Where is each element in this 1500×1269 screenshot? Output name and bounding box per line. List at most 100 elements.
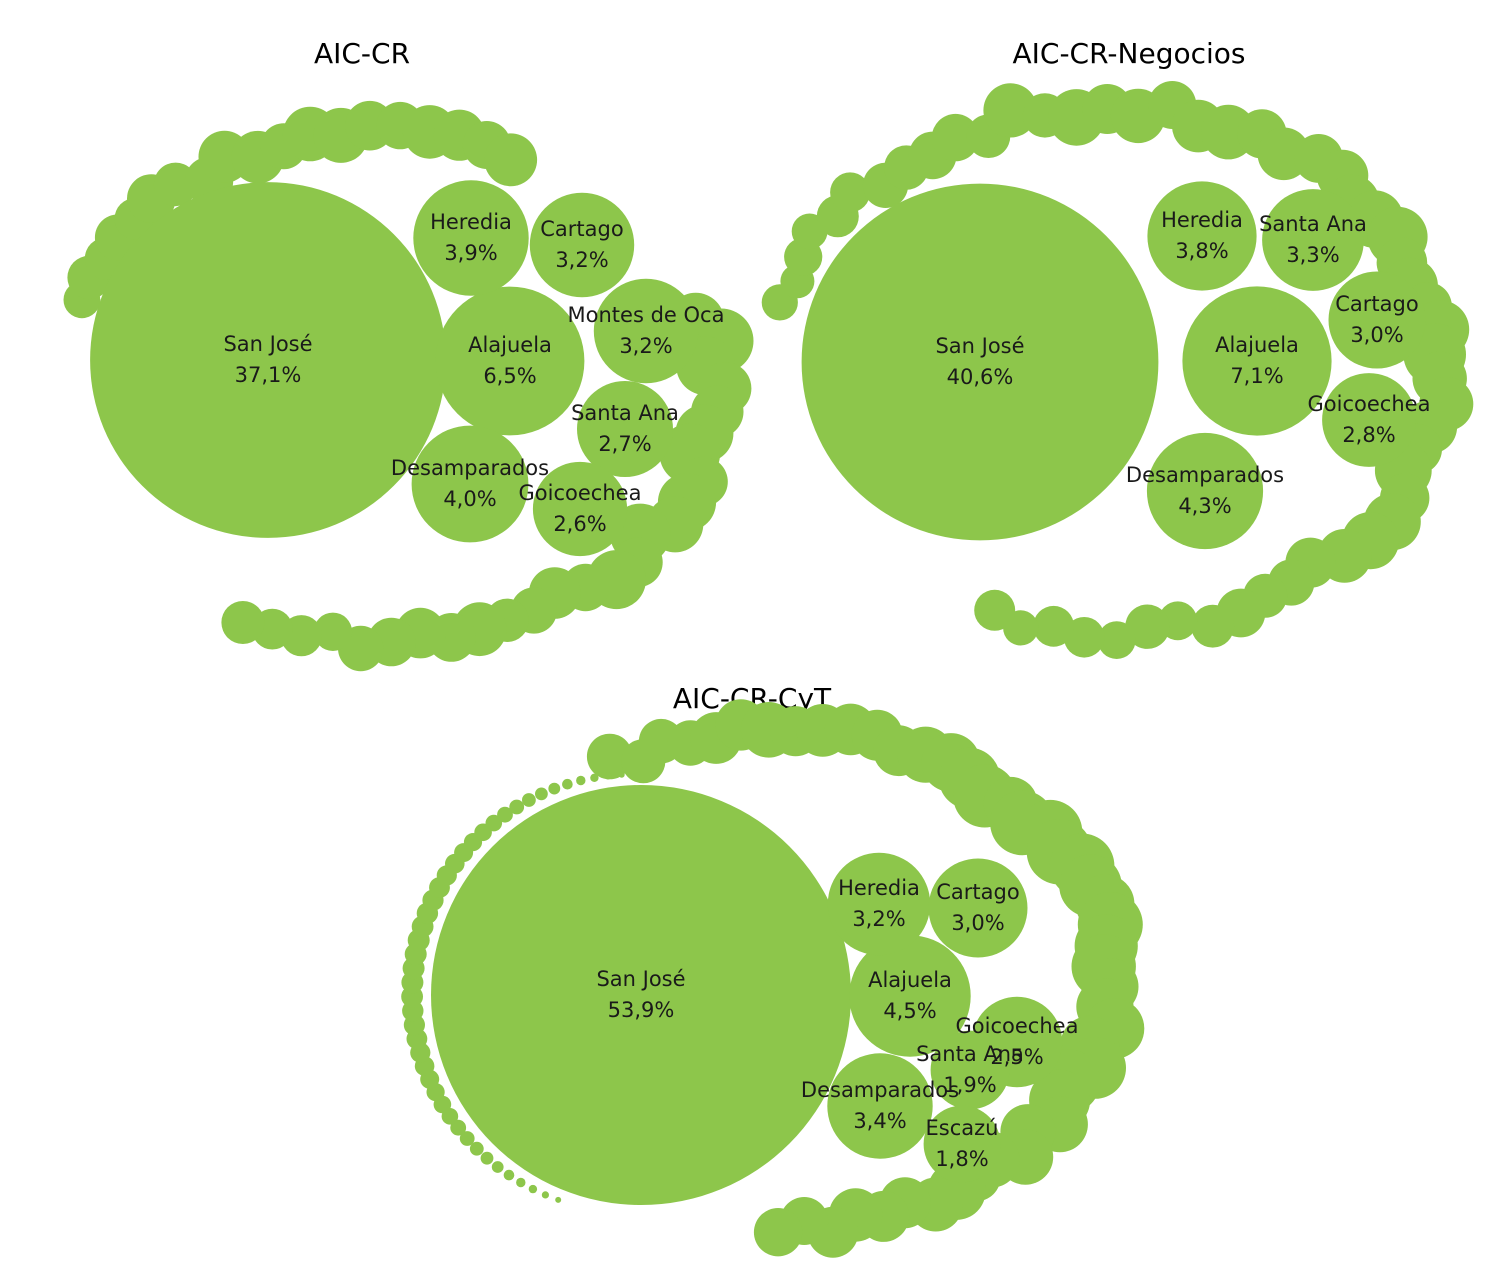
chart-2-minor-bubble bbox=[541, 1191, 550, 1199]
chart-1-cartago-name-label: Cartago bbox=[1335, 292, 1418, 316]
chart-2-alajuela-bubble bbox=[849, 935, 971, 1057]
chart-1-santa-ana-bubble bbox=[1262, 189, 1364, 291]
chart-2-minor-bubble bbox=[480, 1151, 494, 1165]
chart-2-heredia-bubble bbox=[827, 852, 931, 956]
chart-0-santa-ana-value-label: 2,7% bbox=[598, 432, 651, 456]
chart-1-cartago-value-label: 3,0% bbox=[1350, 323, 1403, 347]
chart-2-cartago-name-label: Cartago bbox=[936, 880, 1019, 904]
chart-2-minor-bubble bbox=[535, 787, 548, 801]
chart-0-desamparados-name-label: Desamparados bbox=[391, 456, 549, 480]
chart-2-cartago-bubble bbox=[928, 858, 1028, 958]
chart-2-minor-bubble bbox=[753, 1208, 803, 1257]
chart-0-heredia-name-label: Heredia bbox=[430, 210, 512, 234]
chart-2-minor-bubble bbox=[491, 1161, 504, 1173]
chart-0-alajuela-bubble bbox=[435, 286, 585, 436]
chart-0-san-jose-bubble bbox=[90, 182, 446, 538]
chart-1-desamparados-bubble bbox=[1146, 432, 1264, 550]
chart-2-santa-ana-name-label: Santa Ana bbox=[916, 1042, 1024, 1066]
chart-0-minor-bubble bbox=[221, 601, 265, 644]
chart-2-minor-bubble bbox=[548, 782, 561, 795]
chart-0-cartago-value-label: 3,2% bbox=[555, 248, 608, 272]
chart-2-escazu-bubble bbox=[923, 1105, 1001, 1183]
chart-2-minor-bubble bbox=[503, 1169, 515, 1181]
chart-0-goicoechea-name-label: Goicoechea bbox=[519, 481, 642, 505]
chart-1-santa-ana-name-label: Santa Ana bbox=[1259, 212, 1367, 236]
chart-1-heredia-bubble bbox=[1147, 181, 1257, 291]
chart-2-san-jose-bubble bbox=[431, 785, 851, 1205]
chart-2-minor-bubble bbox=[459, 1131, 475, 1146]
chart-1-alajuela-bubble bbox=[1182, 286, 1332, 436]
chart-1-heredia-name-label: Heredia bbox=[1161, 208, 1243, 232]
chart-0-goicoechea-bubble bbox=[532, 461, 628, 557]
chart-2-goicoechea-value-label: 2,5% bbox=[990, 1045, 1043, 1069]
chart-1-minor-bubble bbox=[1097, 621, 1136, 659]
chart-0-alajuela-name-label: Alajuela bbox=[468, 333, 552, 357]
chart-0-santa-ana-name-label: Santa Ana bbox=[571, 401, 679, 425]
chart-2-minor-bubble bbox=[562, 778, 573, 790]
chart-0-heredia-bubble bbox=[413, 180, 529, 296]
chart-1-santa-ana-value-label: 3,3% bbox=[1286, 243, 1339, 267]
chart-2-san-jose-name-label: San José bbox=[596, 967, 685, 991]
chart-2-minor-bubble bbox=[528, 1184, 538, 1194]
chart-2-desamparados-value-label: 3,4% bbox=[853, 1109, 906, 1133]
chart-2-minor-bubble bbox=[586, 733, 633, 780]
chart-2-desamparados-name-label: Desamparados bbox=[801, 1078, 959, 1102]
chart-1-san-jose-value-label: 40,6% bbox=[947, 365, 1014, 389]
chart-1-minor-bubble bbox=[983, 83, 1038, 138]
chart-2-alajuela-value-label: 4,5% bbox=[883, 999, 936, 1023]
chart-2-san-jose-value-label: 53,9% bbox=[608, 998, 675, 1022]
chart-2-minor-bubble bbox=[555, 1196, 562, 1203]
chart-0-goicoechea-value-label: 2,6% bbox=[553, 512, 606, 536]
chart-2-minor-bubble bbox=[516, 1177, 526, 1188]
chart-0-san-jose-name-label: San José bbox=[223, 332, 312, 356]
chart-0-santa-ana-bubble bbox=[577, 381, 673, 477]
chart-2-santa-ana-bubble bbox=[930, 1030, 1010, 1110]
bubbles-layer bbox=[63, 81, 1474, 1258]
chart-0-alajuela-value-label: 6,5% bbox=[483, 364, 536, 388]
chart-1-minor-bubble bbox=[1033, 605, 1074, 647]
chart-2-escazu-name-label: Escazú bbox=[926, 1116, 999, 1140]
chart-title-aic-cr-negocios: AIC-CR-Negocios bbox=[1012, 37, 1245, 70]
chart-2-minor-bubble bbox=[509, 799, 525, 815]
chart-1-goicoechea-name-label: Goicoechea bbox=[1308, 392, 1431, 416]
chart-0-desamparados-bubble bbox=[411, 425, 529, 543]
chart-title-aic-cr: AIC-CR bbox=[314, 37, 410, 70]
chart-2-santa-ana-value-label: 1,9% bbox=[943, 1073, 996, 1097]
chart-1-san-jose-name-label: San José bbox=[935, 334, 1024, 358]
chart-2-minor-bubble bbox=[522, 793, 536, 807]
chart-0-montes-de-oca-bubble bbox=[593, 278, 699, 384]
chart-0-san-jose-value-label: 37,1% bbox=[235, 363, 302, 387]
chart-2-heredia-value-label: 3,2% bbox=[852, 907, 905, 931]
chart-1-san-jose-bubble bbox=[801, 183, 1159, 541]
chart-0-desamparados-value-label: 4,0% bbox=[443, 487, 496, 511]
chart-1-minor-bubble bbox=[974, 589, 1016, 631]
chart-0-minor-bubble bbox=[313, 612, 353, 651]
chart-1-minor-bubble bbox=[1125, 604, 1170, 649]
chart-0-montes-de-oca-value-label: 3,2% bbox=[619, 334, 672, 358]
chart-1-minor-bubble bbox=[931, 113, 980, 162]
chart-1-desamparados-name-label: Desamparados bbox=[1126, 463, 1284, 487]
chart-2-goicoechea-name-label: Goicoechea bbox=[956, 1014, 1079, 1038]
chart-2-heredia-name-label: Heredia bbox=[838, 876, 920, 900]
chart-1-desamparados-value-label: 4,3% bbox=[1178, 494, 1231, 518]
chart-2-minor-bubble bbox=[497, 806, 513, 823]
chart-2-alajuela-name-label: Alajuela bbox=[868, 968, 952, 992]
chart-1-minor-bubble bbox=[830, 172, 871, 213]
chart-1-goicoechea-value-label: 2,8% bbox=[1342, 423, 1395, 447]
chart-1-alajuela-name-label: Alajuela bbox=[1215, 333, 1299, 357]
chart-0-montes-de-oca-name-label: Montes de Oca bbox=[568, 303, 725, 327]
chart-1-heredia-value-label: 3,8% bbox=[1175, 239, 1228, 263]
chart-2-minor-bubble bbox=[450, 1119, 467, 1136]
chart-0-heredia-value-label: 3,9% bbox=[444, 241, 497, 265]
bubble-labels-layer: San José 37,1% Alajuela 6,5% Desamparados 4,0… bbox=[223, 208, 1430, 1171]
chart-2-minor-bubble bbox=[604, 772, 612, 780]
chart-2-cartago-value-label: 3,0% bbox=[951, 911, 1004, 935]
chart-0-minor-bubble bbox=[484, 133, 538, 187]
chart-2-minor-bubble bbox=[618, 771, 625, 778]
chart-2-minor-bubble bbox=[590, 773, 599, 782]
chart-1-minor-bubble bbox=[1063, 617, 1105, 658]
chart-2-desamparados-bubble bbox=[827, 1053, 933, 1159]
chart-2-minor-bubble bbox=[576, 775, 586, 786]
chart-0-cartago-name-label: Cartago bbox=[540, 217, 623, 241]
